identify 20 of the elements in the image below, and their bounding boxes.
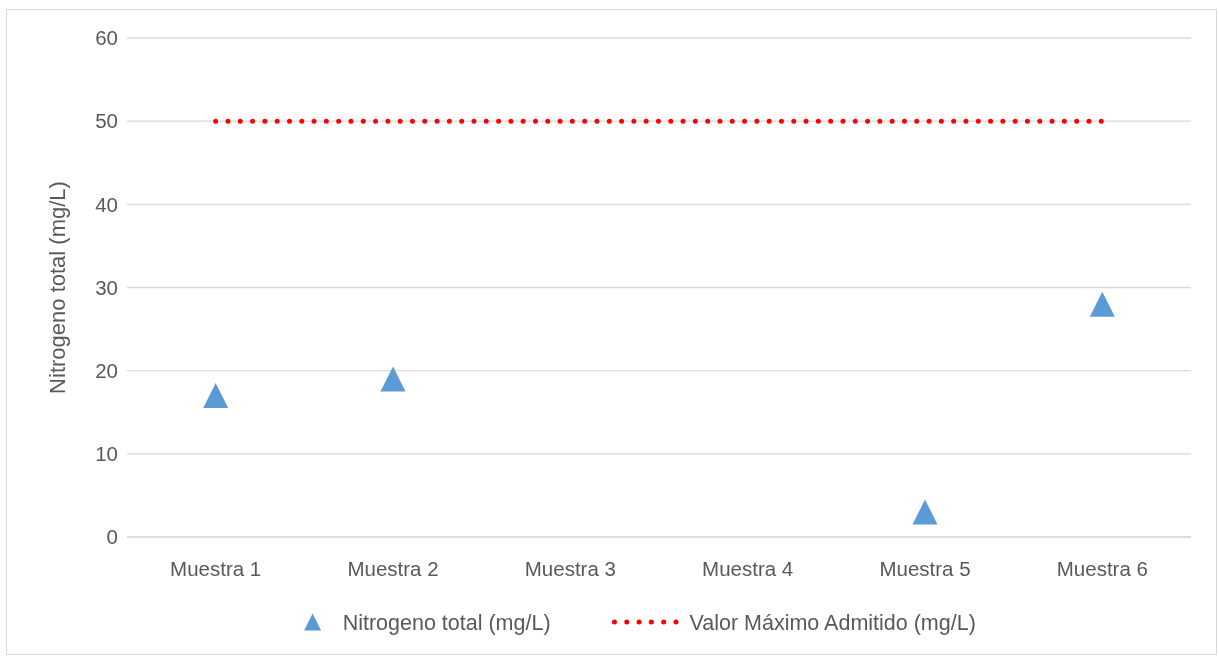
y-tick-label: 10 [95,442,118,466]
x-tick-label: Muestra 5 [879,557,971,580]
x-tick-label: Muestra 1 [170,557,262,580]
y-tick-label: 20 [95,358,118,382]
y-tick-label: 0 [106,525,118,549]
legend-label: Nitrogeno total (mg/L) [342,610,551,635]
y-tick-label: 30 [95,275,118,299]
point [380,366,406,392]
point [203,383,229,409]
legend-label: Valor Máximo Admitido (mg/L) [689,610,976,635]
x-tick-label: Muestra 3 [524,557,616,580]
y-axis-title: Nitrogeno total (mg/L) [45,181,70,394]
point [912,499,938,525]
x-tick-label: Muestra 2 [347,557,439,580]
y-tick-label: 40 [95,192,118,216]
point [1089,291,1115,317]
x-tick-label: Muestra 4 [702,557,794,580]
y-tick-label: 60 [95,26,118,50]
x-tick-label: Muestra 6 [1056,557,1148,580]
y-tick-label: 50 [95,109,118,133]
